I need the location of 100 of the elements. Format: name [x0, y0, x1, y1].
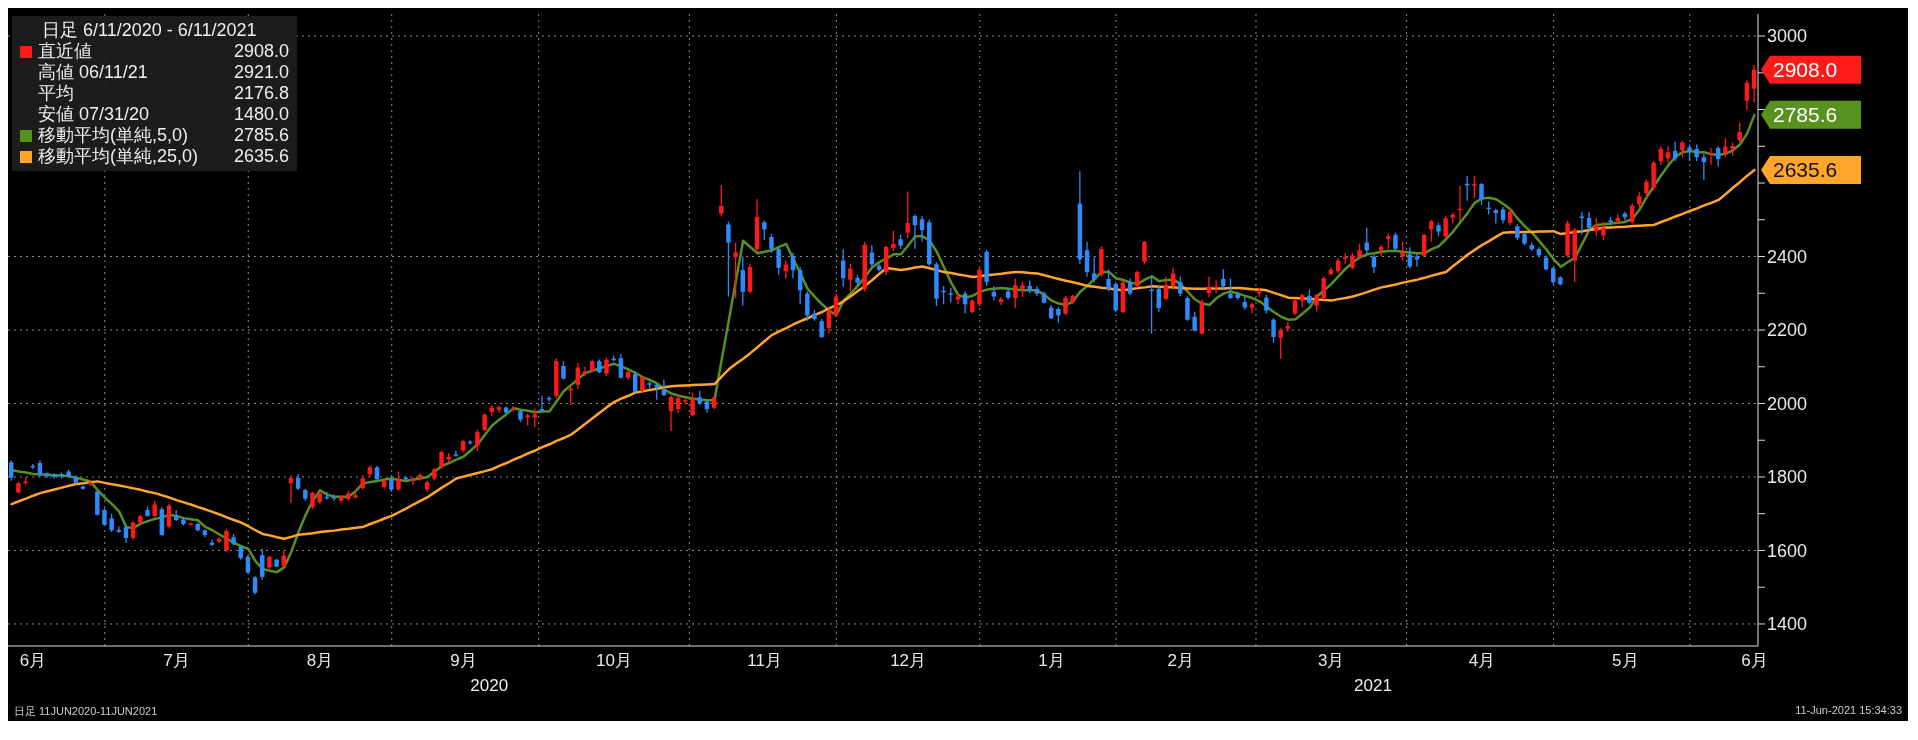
candlestick	[1421, 233, 1427, 258]
candlestick	[1278, 327, 1283, 360]
candlestick	[726, 220, 731, 298]
line-series	[10, 168, 1756, 540]
text: 2021	[1354, 676, 1392, 696]
text: 11-Jun-2021 15:34:33	[1795, 704, 1903, 718]
candlestick	[575, 362, 581, 390]
candlestick	[1586, 211, 1592, 232]
text: 安値 07/31/20 1480.0	[38, 104, 290, 124]
candlestick	[245, 554, 251, 575]
y-tick-label: 1600	[1767, 540, 1808, 561]
y-tick-label: 3000	[1767, 26, 1808, 47]
candlestick	[1271, 317, 1276, 344]
candlestick	[166, 502, 172, 530]
candlestick	[1393, 231, 1398, 252]
x-tick-label: 6月	[1741, 651, 1768, 671]
candlestick	[1285, 321, 1291, 333]
text: 2908.0	[1773, 57, 1838, 81]
candlestick	[123, 524, 129, 544]
candlestick	[1091, 255, 1097, 283]
candlestick	[919, 215, 925, 243]
candlestick	[224, 527, 229, 553]
x-tick-label: 7月	[163, 651, 190, 671]
candlestick	[410, 476, 416, 486]
candlestick	[998, 296, 1004, 306]
candlestick	[1178, 276, 1183, 297]
candlestick	[1429, 219, 1434, 243]
text: 2635.6	[234, 146, 290, 166]
candlestick	[1751, 64, 1757, 104]
candlestick	[331, 493, 337, 502]
candlestick	[1601, 220, 1606, 241]
candlestick	[719, 184, 724, 217]
candlestick	[1644, 178, 1649, 199]
legend-label: 移動平均(単純,5,0)	[38, 125, 189, 146]
candlestick	[955, 292, 961, 305]
candlestick	[1228, 277, 1233, 300]
candlestick	[869, 244, 875, 269]
x-tick-label: 9月	[450, 651, 477, 671]
candlestick	[1163, 276, 1169, 302]
legend-label: 移動平均(単純,25,0)	[38, 146, 200, 167]
candlestick	[1579, 211, 1585, 236]
x-tick-label: 4月	[1468, 651, 1496, 671]
candlestick	[1400, 241, 1405, 262]
y-tick-label: 2200	[1767, 320, 1808, 341]
candlestick	[769, 233, 774, 254]
candlestick	[1737, 121, 1742, 144]
candlestick	[539, 395, 545, 414]
text: 2785.6	[234, 125, 290, 145]
candlestick	[1084, 241, 1090, 278]
candlestick	[618, 353, 624, 380]
candlestick	[690, 391, 695, 417]
candlestick	[561, 360, 566, 381]
candlestick	[1170, 266, 1176, 290]
candlestick	[1443, 215, 1448, 239]
candlestick	[396, 470, 401, 492]
text: 日足 11JUN2020-11JUN2021	[13, 704, 158, 719]
candlestick	[1063, 295, 1068, 316]
candlestick	[1321, 276, 1326, 301]
candlestick	[891, 230, 896, 252]
x-tick-label: 1月	[1038, 651, 1065, 671]
candlestick	[1708, 147, 1714, 166]
x-tick-label: 5月	[1612, 651, 1639, 671]
data-label: 2785.6	[1773, 102, 1838, 126]
x-tick-label: 12月	[890, 651, 927, 671]
candlestick	[1013, 277, 1018, 309]
chart-title: 日足 6/11/2020 - 6/11/2021	[41, 20, 258, 41]
candlestick	[805, 290, 810, 322]
text: 高値 06/11/21 2921.0	[38, 62, 290, 82]
candlestick	[733, 241, 738, 299]
candlestick	[475, 429, 480, 452]
candlestick	[1723, 137, 1728, 158]
y-tick-label: 2000	[1767, 393, 1808, 414]
y-tick-label: 1400	[1767, 614, 1808, 635]
legend-label: 直近値	[38, 41, 93, 62]
y-tick-label: 2400	[1767, 246, 1808, 267]
candlestick	[1715, 145, 1721, 168]
candlestick	[453, 449, 459, 458]
candlestick	[1493, 208, 1499, 225]
candlestick	[1479, 182, 1484, 206]
candlestick	[439, 449, 444, 470]
text: 2908.0	[234, 41, 290, 61]
candlestick	[109, 513, 114, 533]
candlestick	[1142, 240, 1147, 265]
data-label: 2635.6	[1773, 157, 1838, 181]
text: 平均 2176.8	[38, 83, 290, 103]
candlestick	[95, 490, 100, 517]
candlestick	[252, 575, 258, 596]
x-tick-label: 6月	[19, 651, 47, 671]
candlestick	[1221, 268, 1226, 290]
candlestick	[905, 190, 910, 239]
candlestick	[260, 547, 265, 581]
candlestick	[1472, 175, 1477, 199]
candlestick	[1701, 152, 1707, 181]
text: 2020	[470, 676, 509, 696]
x-tick-label: 2月	[1167, 651, 1194, 671]
x-tick-label: 3月	[1318, 651, 1345, 671]
x-tick-label: 11月	[747, 651, 782, 671]
candlestick	[9, 459, 14, 482]
candlestick	[1249, 301, 1255, 315]
candlestick	[1185, 295, 1190, 322]
